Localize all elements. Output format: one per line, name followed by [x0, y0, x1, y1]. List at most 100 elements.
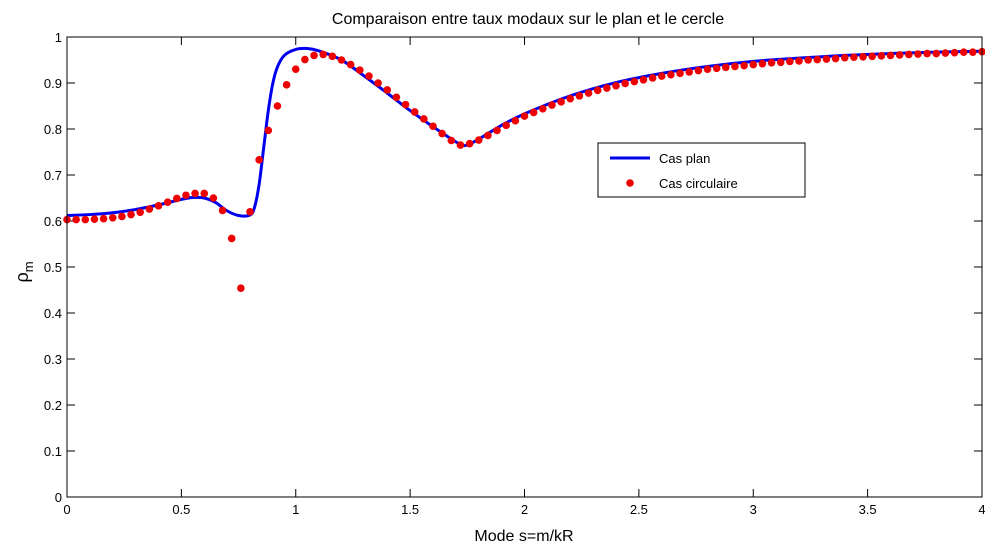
data-point-cas-circulaire [209, 194, 218, 202]
data-point-cas-circulaire [703, 65, 712, 73]
data-point-cas-circulaire [941, 49, 950, 57]
x-tick-label: 4 [978, 502, 985, 517]
data-point-cas-circulaire [90, 215, 99, 223]
data-point-cas-circulaire [173, 194, 181, 203]
chart-title: Comparaison entre taux modaux sur le pla… [332, 11, 724, 28]
data-point-cas-circulaire [182, 191, 190, 200]
data-point-cas-circulaire [621, 79, 629, 88]
data-point-cas-circulaire [959, 48, 968, 56]
data-point-cas-circulaire [502, 121, 511, 130]
data-point-cas-circulaire [465, 139, 474, 148]
y-tick-label: 0.6 [44, 214, 62, 229]
data-point-cas-circulaire [612, 81, 620, 90]
data-point-cas-circulaire [456, 141, 465, 149]
data-point-cas-circulaire [648, 74, 657, 82]
data-point-cas-circulaire [630, 77, 639, 86]
data-point-cas-circulaire [767, 58, 776, 67]
legend-label-cas-circulaire: Cas circulaire [659, 176, 738, 191]
data-point-cas-circulaire [520, 112, 529, 120]
data-point-cas-circulaire [374, 79, 382, 87]
data-point-cas-circulaire [136, 208, 144, 217]
data-point-cas-circulaire [264, 126, 273, 135]
y-tick-label: 0.4 [44, 306, 62, 321]
data-point-cas-circulaire [81, 215, 90, 224]
data-point-cas-circulaire [548, 101, 556, 109]
data-point-cas-circulaire [145, 205, 154, 213]
y-tick-label: 1 [55, 30, 62, 45]
data-point-cas-circulaire [886, 51, 895, 60]
data-point-cas-circulaire [575, 92, 584, 100]
data-point-cas-circulaire [346, 60, 355, 69]
data-point-cas-circulaire [740, 61, 748, 70]
data-point-cas-circulaire [383, 86, 392, 94]
data-point-cas-circulaire [392, 93, 401, 102]
data-point-cas-circulaire [840, 53, 849, 62]
x-tick-label: 2 [521, 502, 528, 517]
data-point-cas-circulaire [923, 49, 931, 58]
data-point-cas-circulaire [914, 50, 922, 58]
data-point-cas-circulaire [859, 52, 867, 61]
data-point-cas-circulaire [539, 104, 547, 113]
y-axis-label: ρm [12, 261, 36, 282]
x-tick-label: 1.5 [401, 502, 419, 517]
x-tick-label: 1 [292, 502, 299, 517]
data-point-cas-circulaire [603, 84, 611, 92]
data-point-cas-circulaire [831, 54, 840, 63]
y-tick-label: 0.5 [44, 260, 62, 275]
data-point-cas-circulaire [877, 52, 886, 60]
y-tick-label: 0.2 [44, 398, 62, 413]
data-point-cas-circulaire [319, 50, 328, 59]
data-point-cas-circulaire [365, 72, 373, 80]
data-point-cas-circulaire [557, 98, 565, 106]
data-point-cas-circulaire [868, 52, 876, 61]
data-point-cas-circulaire [639, 75, 648, 84]
data-point-cas-circulaire [282, 81, 291, 89]
data-point-cas-circulaire [804, 56, 812, 64]
data-point-cas-circulaire [950, 48, 959, 57]
data-point-cas-circulaire [108, 213, 117, 222]
data-point-cas-circulaire [484, 131, 492, 140]
data-point-cas-circulaire [676, 69, 684, 78]
data-point-cas-circulaire [200, 189, 209, 198]
data-point-cas-circulaire [301, 55, 309, 64]
data-point-cas-circulaire [657, 72, 666, 80]
data-point-cas-circulaire [337, 56, 346, 64]
data-point-cas-circulaire [474, 136, 483, 144]
data-point-cas-circulaire [722, 63, 730, 72]
data-point-cas-circulaire [237, 284, 245, 292]
data-point-cas-circulaire [356, 66, 364, 74]
y-tick-label: 0.8 [44, 122, 62, 137]
data-point-cas-circulaire [218, 206, 227, 215]
x-tick-label: 2.5 [630, 502, 648, 517]
data-point-cas-circulaire [566, 94, 575, 103]
data-point-cas-circulaire [905, 50, 913, 59]
data-point-cas-circulaire [291, 65, 300, 73]
y-tick-label: 0 [55, 490, 62, 505]
axis-ticks: 0 0.5 1 1.5 2 2.5 3 3.5 4 0 0.1 0.2 0.3 0.4 0.5 0.6 0.7 0… [44, 30, 985, 517]
series-layer [63, 46, 985, 292]
data-point-cas-circulaire [813, 55, 822, 64]
data-point-cas-circulaire [447, 136, 456, 145]
data-point-cas-circulaire [163, 198, 172, 206]
data-point-cas-circulaire [685, 68, 693, 76]
y-tick-label: 0.9 [44, 76, 62, 91]
data-point-cas-circulaire [731, 62, 739, 71]
data-point-cas-circulaire [493, 126, 501, 135]
data-point-cas-circulaire [786, 57, 794, 66]
data-point-cas-circulaire [154, 202, 163, 210]
data-point-cas-circulaire [511, 116, 520, 125]
y-tick-label: 0.3 [44, 352, 62, 367]
data-point-cas-circulaire [850, 53, 858, 62]
x-tick-label: 0 [63, 502, 70, 517]
data-point-cas-circulaire [969, 48, 977, 56]
data-point-cas-circulaire [694, 66, 703, 75]
data-point-cas-circulaire [191, 189, 199, 198]
y-tick-label: 0.7 [44, 168, 62, 183]
legend: Cas plan Cas circulaire [597, 142, 806, 198]
data-point-cas-circulaire [667, 70, 675, 79]
data-point-cas-circulaire [593, 86, 602, 95]
data-point-cas-circulaire [118, 212, 126, 221]
legend-marker-cas-circulaire [626, 179, 634, 187]
y-tick-label: 0.1 [44, 444, 62, 459]
data-point-cas-circulaire [328, 52, 337, 61]
